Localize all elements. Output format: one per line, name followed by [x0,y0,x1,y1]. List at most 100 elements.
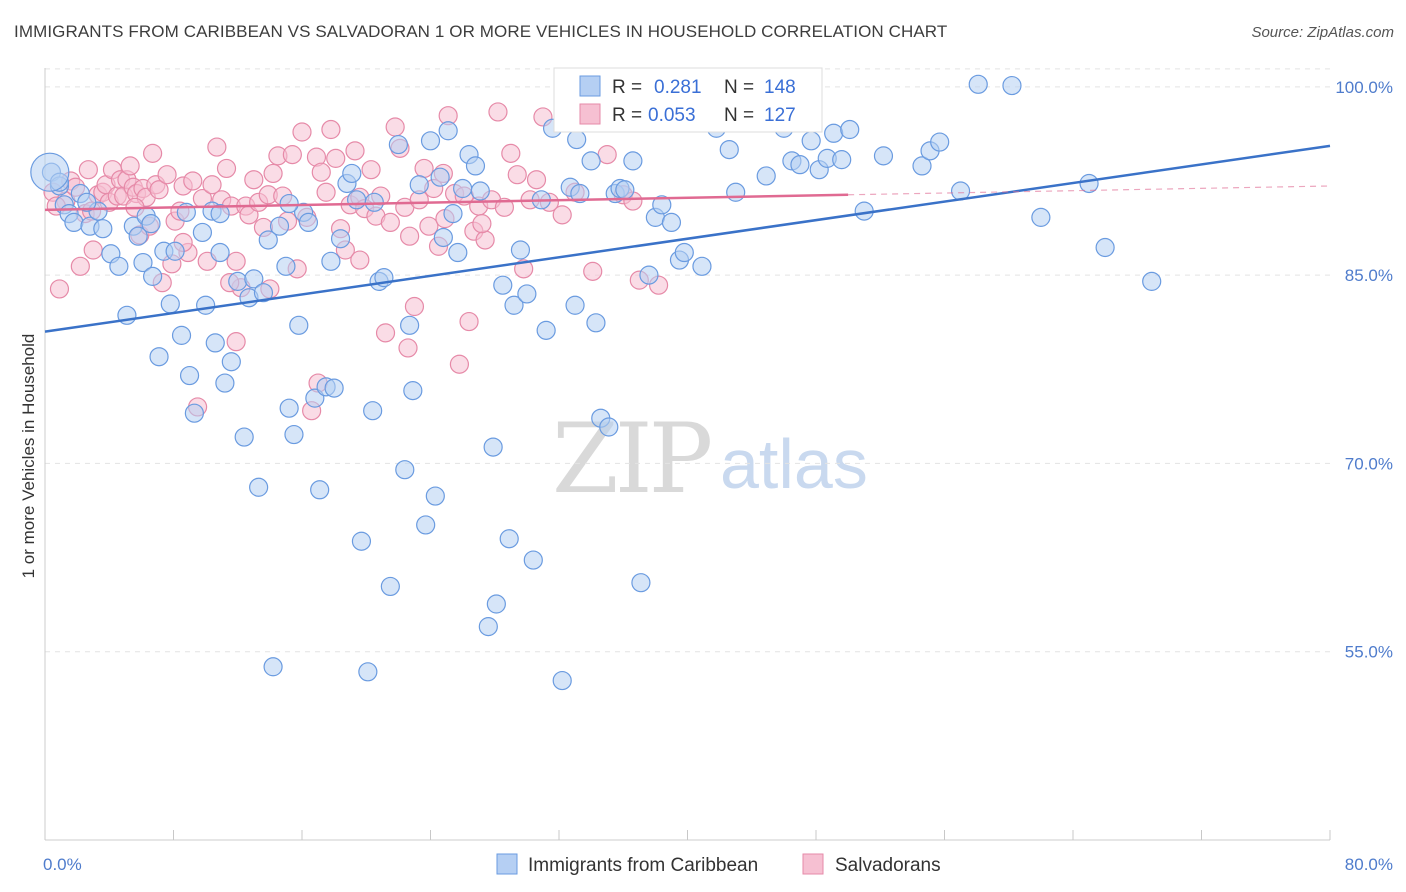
salvadorans-point [282,145,302,165]
salvadorans-point [361,160,381,180]
caribbean-point [615,180,635,200]
caribbean-point [210,204,230,224]
caribbean-point [179,365,200,386]
caribbean-point [661,212,682,232]
salvadorans-point [501,143,521,163]
legend-n-label-salvadorans: N = [724,105,754,126]
caribbean-point [64,212,84,232]
legend-r-label-caribbean: R = [612,77,642,98]
caribbean-point [279,398,299,418]
caribbean-point [93,219,113,239]
salvadorans-point [375,323,396,343]
bottom-legend-label-caribbean: Immigrants from Caribbean [528,855,758,876]
caribbean-point [623,151,643,171]
caribbean-point [358,662,378,682]
caribbean-point [192,222,213,243]
caribbean-point [565,295,585,315]
x-tick-labels: 0.0% 80.0% [43,855,1393,874]
caribbean-point [363,401,383,421]
caribbean-point [873,146,894,166]
caribbean-point [263,657,283,677]
salvadorans-point [472,214,492,234]
caribbean-point [674,242,694,263]
salvadorans-point [380,212,400,232]
caribbean-point [567,129,587,150]
caribbean-point [536,320,556,340]
caribbean-point [351,531,372,551]
caribbean-point [425,486,445,506]
caribbean-point [1095,237,1115,258]
caribbean-trend-line [44,144,1331,333]
caribbean-point [210,242,230,263]
caribbean-point [196,295,216,315]
salvadorans-point [459,311,479,332]
salvadorans-point [321,119,341,140]
salvadorans-point [292,122,312,142]
caribbean-point [420,131,441,151]
caribbean-point [470,181,490,201]
watermark: ZIP atlas [552,403,868,515]
salvadorans-point [70,256,90,276]
caribbean-point [298,212,319,232]
caribbean-point [330,229,351,249]
salvadorans-trend-extension [848,185,1331,196]
legend-swatch-salvadorans [579,103,601,125]
caribbean-point [289,315,309,335]
caribbean-point [244,269,264,289]
caribbean-point [840,119,860,140]
salvadorans-point [514,259,534,279]
top-legend: R = 0.281 N = 148 R = 0.053 N = 127 [553,67,823,133]
caribbean-point [77,192,97,212]
caribbean-point [165,241,185,261]
caribbean-point [160,294,180,314]
caribbean-point [968,74,988,94]
legend-n-value-caribbean: 148 [764,77,796,98]
caribbean-point [149,347,169,367]
chart-source: Source: ZipAtlas.com [1251,24,1394,41]
salvadorans-point [83,240,103,260]
caribbean-point [184,403,204,423]
salvadorans-point [404,296,425,317]
salvadorans-point [494,197,514,217]
caribbean-point [133,252,153,273]
caribbean-point [269,216,290,236]
caribbean-point [324,378,344,398]
salvadorans-point [263,163,283,184]
salvadorans-trend-line [44,193,849,212]
caribbean-point [448,242,468,263]
caribbean-point [215,373,235,393]
watermark-zip-text: ZIP [552,403,711,515]
salvadorans-point [419,216,439,236]
salvadorans-point [143,143,163,163]
bottom-legend-swatch-salvadorans [802,853,824,875]
salvadorans-point [149,180,169,200]
caribbean-point [756,166,776,186]
salvadorans-point [526,170,547,190]
caribbean-point [171,325,192,345]
caribbean-point [430,167,450,187]
chart-title: IMMIGRANTS FROM CARIBBEAN VS SALVADORAN … [14,22,948,41]
caribbean-point [586,313,606,333]
salvadorans-point [345,141,365,161]
caribbean-point [790,155,810,175]
caribbean-point [510,240,531,260]
salvadorans-point [316,182,336,202]
salvadorans-point [449,354,470,374]
salvadorans-point [49,279,70,299]
y-tick-label: 70.0% [1345,454,1393,473]
salvadorans-point [120,156,140,176]
caribbean-point [143,266,163,286]
salvadorans-point [475,230,495,250]
caribbean-point [719,139,739,160]
caribbean-point [228,271,248,291]
caribbean-point [465,156,486,176]
legend-r-label-salvadorans: R = [612,105,642,126]
salvadorans-points [43,102,669,421]
caribbean-point [249,477,269,497]
caribbean-point [380,576,400,597]
y-tick-label: 100.0% [1335,78,1393,97]
caribbean-point [438,121,458,141]
caribbean-point [504,295,524,315]
